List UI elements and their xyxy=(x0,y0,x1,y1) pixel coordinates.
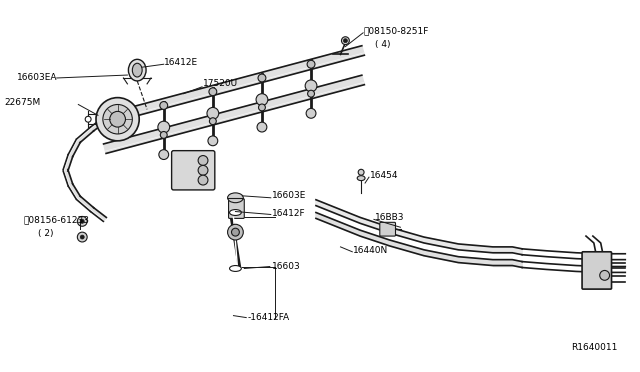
Circle shape xyxy=(344,39,348,43)
Polygon shape xyxy=(493,260,513,266)
Polygon shape xyxy=(335,208,360,223)
Circle shape xyxy=(160,131,167,138)
FancyBboxPatch shape xyxy=(380,222,396,236)
Polygon shape xyxy=(458,257,493,266)
Polygon shape xyxy=(513,247,522,255)
Polygon shape xyxy=(513,260,522,267)
Text: Ⓑ08156-61233: Ⓑ08156-61233 xyxy=(23,215,90,224)
Circle shape xyxy=(209,118,216,125)
Polygon shape xyxy=(360,217,390,233)
Circle shape xyxy=(358,169,364,175)
Circle shape xyxy=(80,235,84,239)
Polygon shape xyxy=(68,184,81,199)
Ellipse shape xyxy=(230,266,241,272)
Text: ( 2): ( 2) xyxy=(38,229,54,238)
Circle shape xyxy=(307,60,315,68)
Circle shape xyxy=(160,102,168,109)
Circle shape xyxy=(342,37,349,45)
FancyBboxPatch shape xyxy=(228,199,244,218)
Polygon shape xyxy=(424,237,458,250)
Ellipse shape xyxy=(357,176,365,180)
Polygon shape xyxy=(390,227,424,243)
Polygon shape xyxy=(77,196,93,211)
Circle shape xyxy=(259,104,266,111)
Circle shape xyxy=(308,90,314,97)
Circle shape xyxy=(96,97,140,141)
Text: 22675M: 22675M xyxy=(4,98,41,107)
Circle shape xyxy=(85,116,91,122)
Text: 16412E: 16412E xyxy=(164,58,198,67)
Circle shape xyxy=(159,150,169,160)
Polygon shape xyxy=(335,220,360,236)
Text: 16BB3: 16BB3 xyxy=(375,213,404,222)
Circle shape xyxy=(306,108,316,118)
Text: 16603E: 16603E xyxy=(272,191,306,200)
FancyBboxPatch shape xyxy=(172,151,215,190)
Text: 16603EA: 16603EA xyxy=(17,73,58,81)
Circle shape xyxy=(600,270,609,280)
Circle shape xyxy=(258,74,266,82)
Circle shape xyxy=(256,94,268,106)
Polygon shape xyxy=(360,230,390,246)
Polygon shape xyxy=(77,127,93,143)
Circle shape xyxy=(209,88,217,96)
Polygon shape xyxy=(63,170,73,186)
Polygon shape xyxy=(390,240,424,256)
Circle shape xyxy=(198,166,208,175)
Polygon shape xyxy=(316,212,335,226)
Polygon shape xyxy=(458,244,493,253)
Text: Ⓑ08150-8251F: Ⓑ08150-8251F xyxy=(363,26,428,35)
Polygon shape xyxy=(68,140,81,157)
Circle shape xyxy=(77,217,87,226)
Circle shape xyxy=(198,175,208,185)
Circle shape xyxy=(103,105,132,134)
Polygon shape xyxy=(63,155,73,171)
Circle shape xyxy=(208,136,218,146)
Polygon shape xyxy=(424,250,458,263)
Circle shape xyxy=(228,224,243,240)
Text: 16440N: 16440N xyxy=(353,246,388,255)
Circle shape xyxy=(305,80,317,92)
Text: 16412F: 16412F xyxy=(272,209,305,218)
Circle shape xyxy=(158,121,170,133)
Circle shape xyxy=(198,155,208,166)
Circle shape xyxy=(77,232,87,242)
Ellipse shape xyxy=(228,193,243,203)
Text: R1640011: R1640011 xyxy=(572,343,618,352)
Circle shape xyxy=(232,228,239,236)
Polygon shape xyxy=(91,208,106,221)
Polygon shape xyxy=(316,200,335,214)
Polygon shape xyxy=(104,46,364,124)
Ellipse shape xyxy=(230,209,241,215)
Ellipse shape xyxy=(129,59,146,81)
Circle shape xyxy=(207,108,219,119)
Text: 16454: 16454 xyxy=(370,171,399,180)
Circle shape xyxy=(109,111,125,127)
Circle shape xyxy=(257,122,267,132)
Text: ( 4): ( 4) xyxy=(375,40,390,49)
Polygon shape xyxy=(493,247,513,253)
Polygon shape xyxy=(91,117,106,131)
Text: 17520U: 17520U xyxy=(203,79,238,89)
Polygon shape xyxy=(104,75,364,153)
FancyBboxPatch shape xyxy=(582,252,612,289)
Text: -16412FA: -16412FA xyxy=(247,313,289,322)
Ellipse shape xyxy=(132,63,142,77)
Text: 16603: 16603 xyxy=(272,262,301,271)
Circle shape xyxy=(80,219,84,223)
